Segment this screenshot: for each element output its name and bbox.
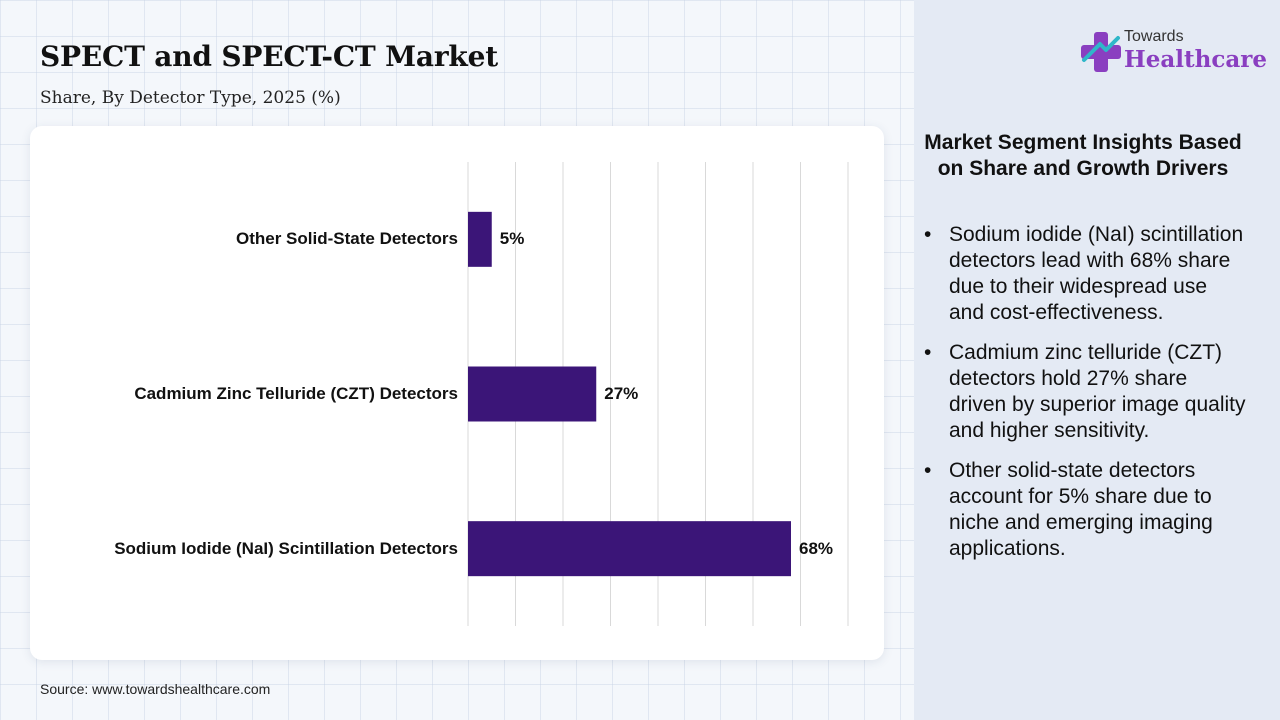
bar [468, 211, 492, 267]
value-label: 68% [799, 538, 834, 558]
bar [468, 366, 597, 422]
bar [468, 521, 791, 577]
insight-item: • Cadmium zinc telluride (CZT) detectors … [924, 340, 1246, 444]
brand-logo: Towards Healthcare [1080, 28, 1267, 78]
page-title: SPECT and SPECT-CT Market [40, 40, 498, 73]
bullet-icon: • [924, 341, 932, 364]
value-label: 27% [604, 384, 639, 403]
cross-plus-icon [1081, 32, 1121, 72]
bullet-icon: • [924, 223, 932, 246]
category-label: Cadmium Zinc Telluride (CZT) Detectors [134, 384, 458, 403]
insight-text: Other solid-state detectors account for … [949, 459, 1213, 560]
chart-card: Other Solid-State Detectors Cadmium Zinc … [30, 126, 884, 660]
logo-text-towards: Towards [1124, 28, 1184, 45]
page-subtitle: Share, By Detector Type, 2025 (%) [40, 88, 341, 108]
insight-text: Cadmium zinc telluride (CZT) detectors h… [949, 341, 1246, 442]
bullet-icon: • [924, 459, 932, 482]
insight-item: • Sodium iodide (NaI) scintillation detec… [924, 222, 1246, 326]
insights-list: • Sodium iodide (NaI) scintillation detec… [924, 222, 1246, 576]
bar-chart [467, 162, 849, 626]
insight-item: • Other solid-state detectors account for… [924, 458, 1246, 562]
source-note: Source: www.towardshealthcare.com [40, 681, 271, 697]
category-label: Other Solid-State Detectors [236, 229, 458, 249]
insights-panel [914, 0, 1280, 720]
value-label: 5% [499, 229, 525, 249]
category-label: Sodium Iodide (NaI) Scintillation Detect… [114, 538, 458, 558]
logo-text-healthcare: Healthcare [1124, 46, 1268, 73]
insight-text: Sodium iodide (NaI) scintillation detect… [949, 223, 1244, 324]
insights-title: Market Segment Insights Based on Share a… [924, 131, 1242, 180]
